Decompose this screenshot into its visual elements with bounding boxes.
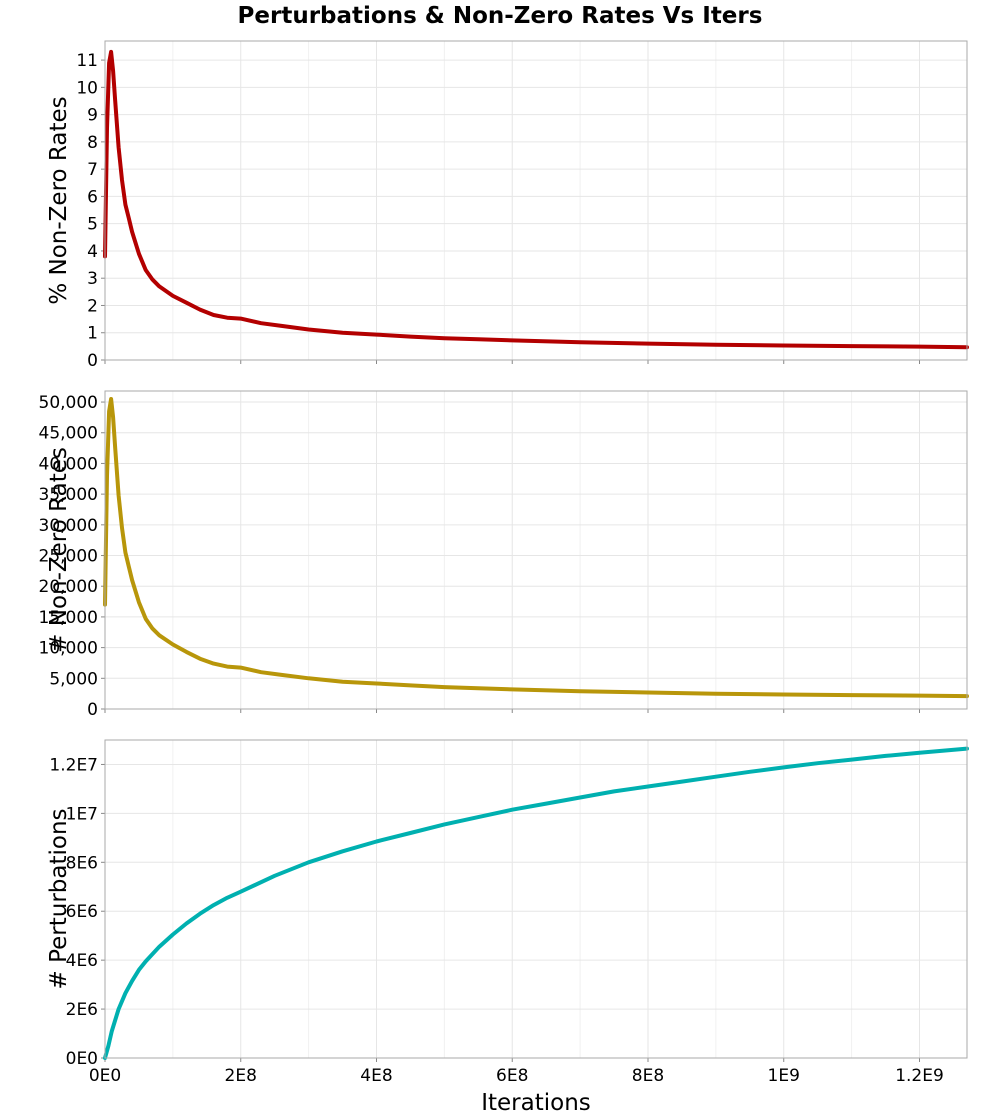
series-line-perturbations — [103, 746, 969, 1060]
panel-count-nonzero-rates: 0 5,000 10,000 15,000 20,000 25,000 30,000 35,0… — [39, 390, 969, 720]
y-axis-ticks: 0E0 2E6 4E6 6E6 8E6 1E7 1.2E7 — [49, 755, 105, 1069]
y-tick-label: 8E6 — [66, 853, 98, 873]
x-axis-label: Iterations — [481, 1090, 591, 1116]
y-axis-label: % Non-Zero Rates — [46, 96, 72, 304]
plot-frame — [104, 390, 968, 710]
panel-perturbations: 0E0 2E6 4E6 6E6 8E6 1E7 1.2E7 0E0 2E8 4E8 6E8 8E8 1E… — [46, 739, 969, 1086]
y-tick-label: 2E6 — [66, 1000, 98, 1020]
plot-frame — [104, 40, 968, 361]
y-tick-label: 45,000 — [39, 424, 98, 444]
x-tick-label: 4E8 — [360, 1066, 392, 1086]
plot-area — [105, 41, 967, 360]
y-tick-label: 0 — [87, 700, 98, 720]
y-axis-ticks: 0 1 2 3 4 5 6 7 8 9 10 11 — [76, 51, 105, 371]
y-tick-label: 6E6 — [66, 902, 98, 922]
y-tick-label: 9 — [87, 106, 98, 126]
y-tick-label: 1E7 — [66, 804, 98, 824]
y-tick-label: 6 — [87, 187, 98, 207]
x-tick-label: 8E8 — [632, 1066, 664, 1086]
y-tick-label: 35,000 — [39, 485, 98, 505]
y-tick-label: 0 — [87, 351, 98, 371]
y-tick-label: 2 — [87, 296, 98, 316]
plot-frame — [104, 739, 968, 1059]
y-tick-label: 1.2E7 — [49, 755, 98, 775]
y-tick-label: 40,000 — [39, 454, 98, 474]
series-line-count-nonzero-rates — [103, 397, 969, 699]
y-tick-label: 11 — [76, 51, 98, 71]
panels-layer: 0 1 2 3 4 5 6 7 8 9 10 11 % Non-Zero Rates 0 5,000 10,0… — [39, 40, 969, 1086]
y-tick-label: 3 — [87, 269, 98, 289]
y-tick-label: 30,000 — [39, 516, 98, 536]
y-tick-label: 4 — [87, 242, 98, 262]
y-tick-label: 10 — [76, 78, 98, 98]
y-tick-label: 4E6 — [66, 951, 98, 971]
x-axis-ticks: 0E0 2E8 4E8 6E8 8E8 1E9 1.2E9 — [89, 1058, 944, 1086]
x-tick-label: 1E9 — [768, 1066, 800, 1086]
x-tick-label: 6E8 — [496, 1066, 528, 1086]
chart-title: Perturbations & Non-Zero Rates Vs Iters — [238, 3, 763, 29]
x-tick-label: 0E0 — [89, 1066, 121, 1086]
y-tick-label: 10,000 — [39, 639, 98, 659]
plot-area — [105, 391, 967, 709]
x-axis-ticks — [104, 709, 920, 713]
y-axis-ticks: 0 5,000 10,000 15,000 20,000 25,000 30,000 35,0… — [39, 393, 105, 720]
y-tick-label: 5 — [87, 215, 98, 235]
y-tick-label: 50,000 — [39, 393, 98, 413]
y-tick-label: 25,000 — [39, 547, 98, 567]
plot-area — [105, 740, 967, 1058]
y-axis-label: # Non-Zero Rates — [46, 447, 72, 653]
y-tick-label: 20,000 — [39, 577, 98, 597]
x-tick-label: 2E8 — [225, 1066, 257, 1086]
y-tick-label: 0E0 — [66, 1049, 98, 1069]
y-tick-label: 8 — [87, 133, 98, 153]
y-axis-label: # Perturbations — [46, 808, 72, 989]
x-tick-label: 1.2E9 — [895, 1066, 944, 1086]
y-tick-label: 1 — [87, 324, 98, 344]
y-tick-label: 5,000 — [49, 669, 98, 689]
x-axis-ticks — [104, 360, 920, 364]
series-line-pct-nonzero-rates — [103, 49, 969, 350]
panel-pct-nonzero-rates: 0 1 2 3 4 5 6 7 8 9 10 11 % Non-Zero Rates — [46, 40, 969, 371]
y-tick-label: 7 — [87, 160, 98, 180]
y-tick-label: 15,000 — [39, 608, 98, 628]
